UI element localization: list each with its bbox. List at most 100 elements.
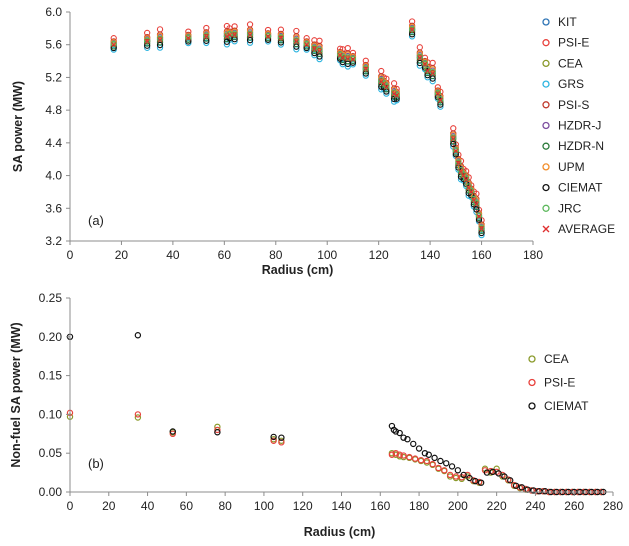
- point-upm: [416, 50, 423, 58]
- point-average: [232, 32, 238, 38]
- x-tick-label: 220: [487, 499, 507, 513]
- x-tick-label: 280: [603, 499, 623, 513]
- point-average: [391, 91, 397, 97]
- point-psi-e: [441, 467, 448, 474]
- legend-label-psi-s: PSI-S: [558, 98, 589, 112]
- point-ciemat: [460, 471, 467, 479]
- point-psi-e: [293, 27, 300, 35]
- x-tick-label: 40: [141, 499, 155, 513]
- point-psi-e: [452, 473, 460, 480]
- point-psi-e: [388, 451, 396, 458]
- point-average: [247, 32, 253, 38]
- point-jrc: [475, 212, 483, 219]
- x-tick-label: 60: [180, 499, 194, 513]
- point-ciemat: [536, 488, 543, 495]
- point-jrc: [264, 32, 272, 39]
- point-ciemat: [246, 36, 254, 44]
- x-tick-label: 40: [166, 248, 180, 262]
- point-average: [466, 185, 472, 191]
- point-upm: [457, 164, 465, 171]
- point-grs: [231, 38, 238, 45]
- y-tick-label: 0.25: [39, 291, 63, 305]
- panel-a: 0 20 40 60 80 100 120 140 160 180 3.2 3.6 4.0 4.4 4.8 5…: [11, 5, 615, 277]
- point-psi-e: [169, 430, 176, 437]
- point-average: [363, 66, 369, 72]
- legend-marker-psi-e: [528, 378, 536, 387]
- x-tick-label: 20: [115, 248, 129, 262]
- point-jrc: [203, 32, 210, 39]
- panel-b-tag: (b): [88, 456, 104, 471]
- y-tick-label: 0.10: [39, 407, 63, 421]
- point-average: [383, 84, 389, 90]
- point-jrc: [416, 53, 423, 60]
- point-ciemat: [495, 470, 502, 477]
- point-psi-e: [156, 26, 164, 33]
- point-grs: [437, 103, 444, 110]
- legend-marker-psi-e: [542, 39, 550, 47]
- point-jrc: [408, 25, 416, 33]
- point-average: [455, 160, 461, 166]
- y-tick-label: 3.6: [45, 201, 62, 215]
- point-average: [435, 91, 441, 97]
- point-jrc: [293, 36, 300, 44]
- point-psi-e: [406, 453, 413, 461]
- point-average: [422, 61, 428, 67]
- panel-a-x-axis-label: Radius (cm): [262, 263, 334, 277]
- legend-marker-grs: [542, 80, 550, 88]
- y-tick-label: 0.05: [39, 446, 63, 460]
- point-average: [350, 56, 356, 62]
- x-tick-label: 140: [420, 248, 440, 262]
- point-psi-e: [411, 455, 419, 462]
- point-ciemat: [425, 451, 432, 458]
- legend-marker-jrc: [542, 204, 550, 212]
- point-psi-e: [516, 484, 524, 491]
- point-psi-e: [435, 464, 442, 472]
- point-ciemat: [316, 53, 323, 60]
- legend-label-hzdr-j: HZDR-J: [558, 119, 601, 133]
- point-jrc: [429, 68, 436, 76]
- point-jrc: [437, 96, 444, 103]
- point-ciemat: [473, 206, 480, 213]
- point-jrc: [349, 55, 357, 62]
- point-psi-e: [429, 460, 436, 468]
- panel-a-tag: (a): [88, 213, 104, 228]
- point-psi-e: [446, 471, 454, 479]
- point-ciemat: [489, 468, 496, 476]
- point-ciemat: [518, 484, 526, 491]
- panel-a-axes: 0 20 40 60 80 100 120 140 160 180 3.2 3.6 4.0 4.4 4.8 5…: [45, 5, 543, 262]
- point-jrc: [110, 40, 117, 48]
- point-average: [203, 33, 209, 40]
- point-average: [316, 48, 323, 54]
- point-ciemat: [443, 460, 450, 467]
- point-ciemat: [293, 43, 300, 50]
- point-grs: [478, 231, 485, 239]
- point-jrc: [462, 175, 470, 182]
- x-tick-label: 80: [269, 248, 283, 262]
- point-ciemat: [429, 75, 436, 82]
- x-tick-label: 200: [448, 499, 468, 513]
- point-jrc: [246, 30, 254, 37]
- point-ciemat: [450, 140, 457, 148]
- point-psi-e: [423, 457, 431, 465]
- legend-label-grs: GRS: [558, 77, 584, 91]
- point-average: [293, 38, 299, 44]
- x-tick-label: 100: [254, 499, 274, 513]
- point-psi-e: [534, 488, 541, 495]
- legend-label-ciemat: CIEMAT: [544, 399, 589, 413]
- point-average: [437, 97, 443, 103]
- point-upm: [246, 27, 254, 35]
- point-average: [479, 226, 485, 232]
- point-jrc: [455, 159, 462, 166]
- point-psi-e: [396, 451, 403, 458]
- legend-label-hzdr-n: HZDR-N: [558, 139, 604, 153]
- legend-marker-kit: [542, 18, 550, 26]
- point-jrc: [393, 91, 400, 98]
- point-ciemat: [214, 429, 221, 436]
- point-average: [340, 55, 346, 61]
- point-psi-e: [270, 437, 277, 444]
- x-tick-label: 240: [525, 499, 545, 513]
- point-average: [185, 35, 191, 41]
- legend-label-psi-e: PSI-E: [558, 36, 589, 50]
- x-tick-label: 120: [293, 499, 313, 513]
